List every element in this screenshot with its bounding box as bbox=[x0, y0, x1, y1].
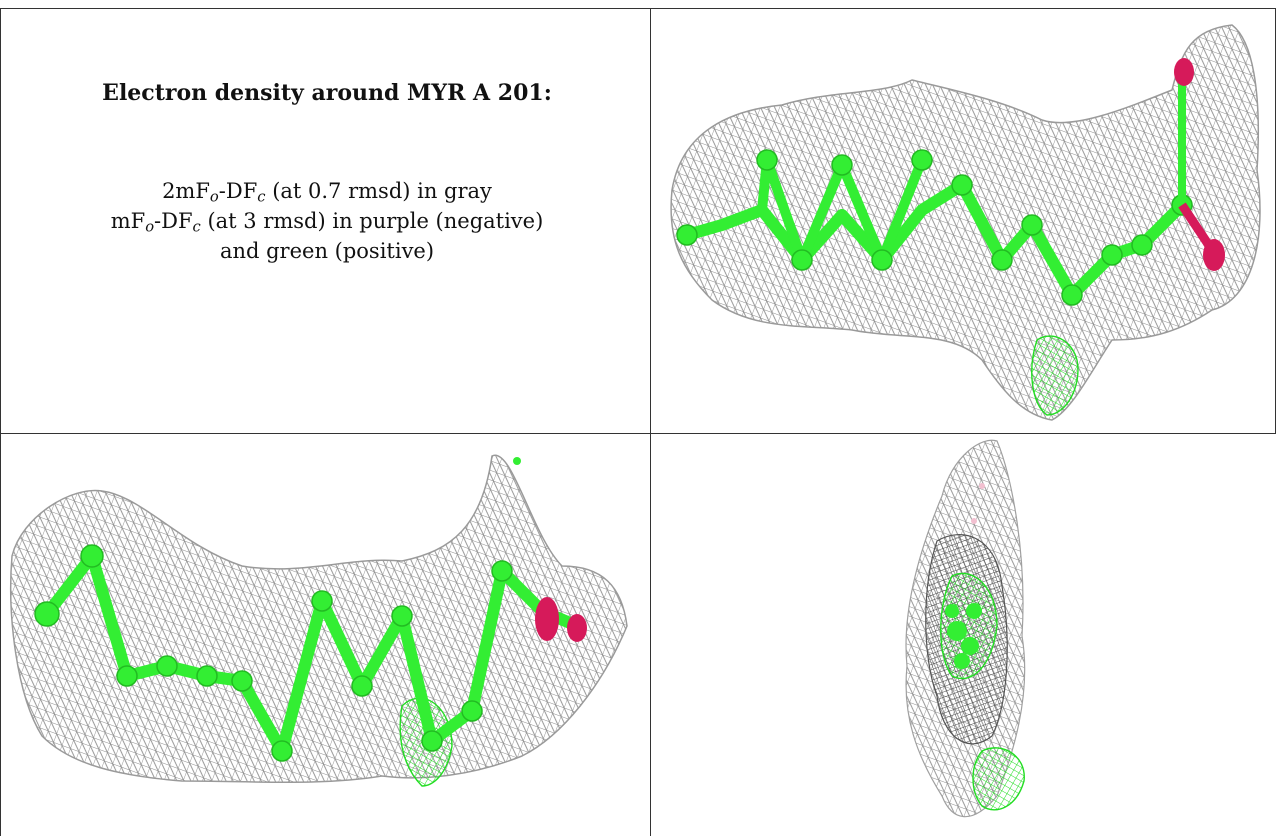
table-border-left bbox=[0, 8, 1, 836]
density-view-bottom-left bbox=[2, 436, 649, 836]
table-border-top bbox=[0, 8, 1276, 9]
diff-density-positive bbox=[972, 747, 1025, 811]
density-view-top-right bbox=[652, 10, 1274, 432]
caption-cell: Electron density around MYR A 201: 2mFo-… bbox=[18, 80, 636, 266]
diff-density-positive bbox=[940, 572, 998, 680]
oxygen-atom bbox=[567, 614, 587, 642]
diff-density-positive bbox=[1031, 335, 1079, 416]
table-border-center bbox=[650, 8, 651, 836]
caption-line-2mfo: 2mFo-DFc (at 0.7 rmsd) in gray bbox=[162, 179, 492, 206]
caption-line-mfo: mFo-DFc (at 3 rmsd) in purple (negative) bbox=[110, 209, 544, 236]
caption-line-positive: and green (positive) bbox=[219, 239, 435, 263]
density-view-bottom-right bbox=[652, 436, 1274, 836]
oxygen-atom bbox=[535, 597, 559, 641]
oxygen-atom bbox=[1174, 58, 1194, 86]
caption-title: Electron density around MYR A 201: bbox=[102, 80, 552, 106]
gray-density-mesh bbox=[670, 24, 1261, 421]
myr-carbon-chain bbox=[945, 603, 982, 669]
table-border-middle bbox=[0, 433, 1276, 434]
oxygen-atom bbox=[1203, 239, 1225, 271]
